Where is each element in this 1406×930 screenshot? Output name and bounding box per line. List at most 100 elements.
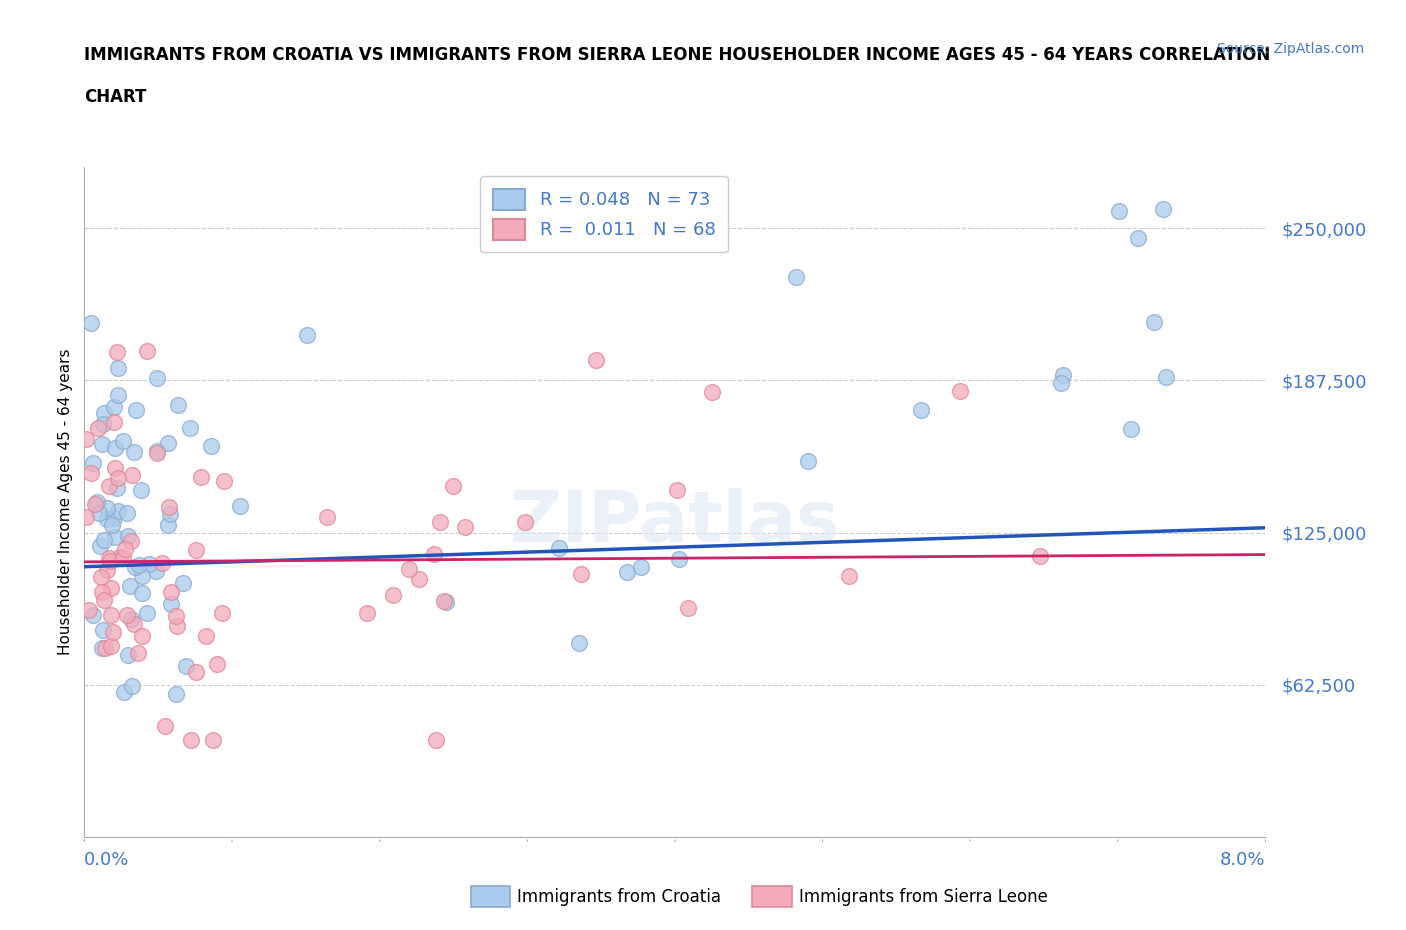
Point xyxy=(103,530,125,545)
Point xyxy=(1050,376,1073,391)
Point xyxy=(117,529,139,544)
Point xyxy=(165,609,187,624)
Point xyxy=(205,657,228,671)
Point xyxy=(101,517,124,532)
Point xyxy=(86,494,108,509)
Point xyxy=(454,520,477,535)
Point xyxy=(107,471,129,485)
Point xyxy=(179,420,201,435)
Point xyxy=(122,617,145,631)
Point xyxy=(569,566,592,581)
Text: 0.0%: 0.0% xyxy=(84,851,129,869)
Point xyxy=(90,641,112,656)
Point xyxy=(136,343,159,358)
Point xyxy=(124,560,146,575)
Point xyxy=(100,580,122,595)
Point xyxy=(96,500,118,515)
Point xyxy=(103,624,125,639)
Point xyxy=(103,441,125,456)
Point xyxy=(80,315,103,330)
Point xyxy=(433,593,456,608)
Point xyxy=(157,435,180,450)
Point xyxy=(79,602,101,617)
Point xyxy=(184,542,207,557)
Point xyxy=(172,576,194,591)
Point xyxy=(200,439,222,454)
Point xyxy=(75,510,97,525)
Point xyxy=(89,538,111,553)
Point xyxy=(136,605,159,620)
Point xyxy=(121,468,143,483)
Point xyxy=(382,588,405,603)
Point xyxy=(91,584,114,599)
Point xyxy=(104,460,127,475)
Legend: R = 0.048   N = 73, R =  0.011   N = 68: R = 0.048 N = 73, R = 0.011 N = 68 xyxy=(479,177,728,252)
Text: ZIPatlas: ZIPatlas xyxy=(510,488,839,557)
Point xyxy=(100,639,122,654)
Point xyxy=(103,511,125,525)
Point xyxy=(1143,315,1166,330)
Point xyxy=(112,684,135,699)
Point xyxy=(103,415,125,430)
Point xyxy=(434,594,457,609)
Point xyxy=(398,561,420,576)
Point xyxy=(166,618,188,633)
Point xyxy=(127,645,149,660)
Point xyxy=(94,640,117,655)
Point xyxy=(228,498,250,513)
Point xyxy=(1152,202,1174,217)
Point xyxy=(76,432,98,446)
Point xyxy=(167,398,190,413)
Text: 8.0%: 8.0% xyxy=(1220,851,1265,869)
Point xyxy=(96,512,118,526)
Point xyxy=(117,506,139,521)
Point xyxy=(513,514,536,529)
Point xyxy=(665,482,688,497)
Point xyxy=(668,551,690,566)
Point xyxy=(114,541,136,556)
Point xyxy=(165,686,187,701)
Point xyxy=(602,233,624,248)
Point xyxy=(120,578,142,593)
Point xyxy=(131,568,153,583)
Point xyxy=(429,515,451,530)
Point xyxy=(108,549,131,564)
Point xyxy=(1154,370,1177,385)
Y-axis label: Householder Income Ages 45 - 64 years: Householder Income Ages 45 - 64 years xyxy=(58,349,73,656)
Point xyxy=(422,547,444,562)
Point xyxy=(796,454,818,469)
Point xyxy=(105,481,128,496)
Point xyxy=(838,568,860,583)
Point xyxy=(616,565,638,580)
Point xyxy=(131,629,153,644)
Point xyxy=(91,623,114,638)
Point xyxy=(107,387,129,402)
Point xyxy=(79,465,101,480)
Point xyxy=(107,361,129,376)
Point xyxy=(212,473,235,488)
Point xyxy=(129,483,152,498)
Point xyxy=(702,385,724,400)
Point xyxy=(408,571,430,586)
Point xyxy=(98,551,121,565)
Text: Source: ZipAtlas.com: Source: ZipAtlas.com xyxy=(1216,42,1364,56)
Point xyxy=(82,607,104,622)
Point xyxy=(785,270,807,285)
Point xyxy=(153,719,176,734)
Text: IMMIGRANTS FROM CROATIA VS IMMIGRANTS FROM SIERRA LEONE HOUSEHOLDER INCOME AGES : IMMIGRANTS FROM CROATIA VS IMMIGRANTS FR… xyxy=(84,46,1271,64)
Point xyxy=(93,592,115,607)
Point xyxy=(295,327,318,342)
Point xyxy=(131,586,153,601)
Point xyxy=(1108,204,1130,219)
Point xyxy=(120,533,142,548)
Point xyxy=(124,403,146,418)
Point xyxy=(184,664,207,679)
Point xyxy=(120,612,142,627)
Point xyxy=(121,678,143,693)
Point xyxy=(315,510,337,525)
Point xyxy=(910,403,932,418)
Point xyxy=(87,420,110,435)
Point xyxy=(441,478,464,493)
Point xyxy=(138,557,160,572)
Point xyxy=(630,560,652,575)
